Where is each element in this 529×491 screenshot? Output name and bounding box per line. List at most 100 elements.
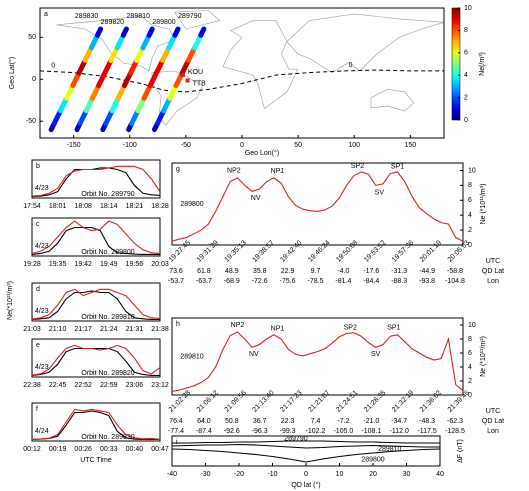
x-tick-label: 19:42 <box>74 261 92 268</box>
row-label: -96.3 <box>252 428 268 435</box>
row-name: UTC <box>486 258 500 265</box>
utc-label: 21:24:51 <box>335 389 359 413</box>
y-tick-label: 6 <box>468 197 472 204</box>
row-label: -72.6 <box>252 278 268 285</box>
row-label: -68.9 <box>224 278 240 285</box>
x-tick-label: 21:03 <box>23 326 41 333</box>
row-label: -53.7 <box>168 278 184 285</box>
utc-label: 21:06:12 <box>196 389 220 413</box>
utc-label: 21:32:19 <box>391 389 415 413</box>
track-label: 289800 <box>152 19 175 26</box>
utc-label: 21:21:07 <box>307 389 331 413</box>
row-label: -75.6 <box>280 278 296 285</box>
utc-label: 21:39:46 <box>447 389 471 413</box>
row-label: 7.4 <box>311 418 321 425</box>
panel-label: i <box>176 439 178 446</box>
x-tick-label: -30 <box>200 471 210 478</box>
x-tick-label: 18:14 <box>100 203 118 210</box>
colorbar-tick-label: 10 <box>464 5 472 12</box>
x-tick-label: 0 <box>304 471 308 478</box>
orbit-label: Orbit No. 289790 <box>81 191 134 198</box>
x-tick-label: -150 <box>67 142 81 149</box>
y-tick-label: 10 <box>468 322 476 329</box>
panel-label: c <box>36 221 40 228</box>
x-tick-label: 21:38 <box>151 326 169 333</box>
utc-label: 21:28:35 <box>363 389 387 413</box>
x-tick-label: 19:56 <box>126 261 144 268</box>
equator-label: 0 <box>349 62 353 69</box>
utc-label: 21:13:40 <box>251 389 275 413</box>
plot-frame <box>31 282 161 322</box>
row-label: -108.1 <box>361 428 381 435</box>
series-line <box>31 408 161 440</box>
date-label: 4/23 <box>35 364 49 371</box>
plot-frame <box>31 338 161 378</box>
x-tick-label: 22:59 <box>100 382 118 389</box>
panel-label: b <box>36 163 40 170</box>
row-label: -84.4 <box>363 278 379 285</box>
row-label: -104.8 <box>445 278 465 285</box>
x-tick-label: 22:38 <box>23 382 41 389</box>
series-line <box>31 344 161 376</box>
x-axis-label: QD lat (°) <box>291 481 320 489</box>
row-name: UTC <box>486 408 500 415</box>
x-tick-label: 00:40 <box>126 446 144 453</box>
panel-label: g <box>176 166 180 173</box>
row-label: -62.3 <box>447 418 463 425</box>
utc-label: 20:01:19 <box>419 239 443 263</box>
peak-label: SV <box>375 190 385 197</box>
row-label: -34.7 <box>391 418 407 425</box>
orbit-label: 289800 <box>180 201 203 208</box>
x-tick-label: 23:06 <box>126 382 144 389</box>
row-name: Lon <box>487 278 499 285</box>
colorbar-tick-label: 4 <box>464 72 468 79</box>
plot-frame <box>171 162 464 246</box>
track-label: 289810 <box>127 13 150 20</box>
orbit-label: Orbit No. 289800 <box>81 249 134 256</box>
utc-label: 19:35:13 <box>224 239 248 263</box>
utc-label: 19:38:57 <box>251 239 275 263</box>
row-label: -17.6 <box>363 268 379 275</box>
x-tick-label: 00:19 <box>49 446 67 453</box>
series-line <box>31 290 160 320</box>
series-line <box>31 165 161 197</box>
row-label: 48.9 <box>225 268 239 275</box>
series-line <box>171 331 464 393</box>
y-tick-label: 50 <box>28 34 36 41</box>
x-tick-label: 21:24 <box>100 326 118 333</box>
x-tick-label: 19:35 <box>49 261 67 268</box>
utc-label: 21:02:28 <box>168 389 192 413</box>
station-label: TTB <box>193 80 207 87</box>
plot-frame <box>31 217 161 257</box>
dip-equator <box>39 69 444 93</box>
series-label: 289790 <box>284 435 307 442</box>
x-tick-label: 21:31 <box>126 326 144 333</box>
x-tick-label: 00:33 <box>100 446 118 453</box>
x-tick-label: 22:52 <box>74 382 92 389</box>
row-label: -88.3 <box>391 278 407 285</box>
row-label: 76.4 <box>169 418 183 425</box>
x-tick-label: 20 <box>369 471 377 478</box>
row-label: 22.9 <box>281 268 295 275</box>
coastline <box>222 20 299 110</box>
utc-label: 21:09:56 <box>224 389 248 413</box>
row-label: 64.0 <box>197 418 211 425</box>
coastlines <box>56 10 445 126</box>
y-tick-label: 4 <box>468 364 472 371</box>
utc-label: 19:46:24 <box>307 239 331 263</box>
panel-label: a <box>44 11 48 18</box>
coastline <box>56 15 176 72</box>
row-label: 36.7 <box>253 418 267 425</box>
utc-label: 19:53:52 <box>363 239 387 263</box>
x-tick-label: 22:45 <box>49 382 67 389</box>
row-name: QD Lat <box>482 268 504 275</box>
plot-frame <box>31 402 161 442</box>
track-segment <box>198 26 207 38</box>
utc-label: 21:36:02 <box>419 389 443 413</box>
panel-label: e <box>36 342 40 349</box>
equator-label: 0 <box>51 63 55 70</box>
row-label: 50.8 <box>225 418 239 425</box>
row-name: QD Lat <box>482 418 504 425</box>
y-axis-label: Ne (*10¹¹/m³) <box>480 336 487 377</box>
station-label: KOU <box>188 69 203 76</box>
